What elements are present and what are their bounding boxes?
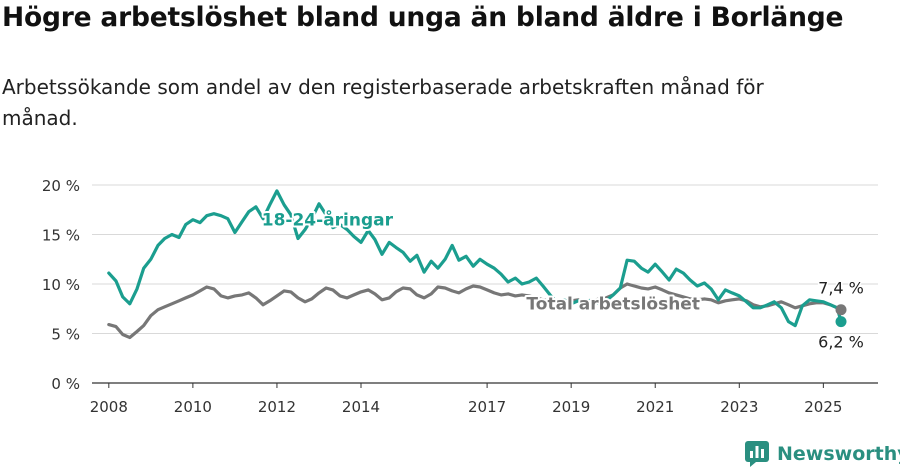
axes: 0 % 5 % 10 % 15 % 20 % 2008 2010 2012 2014 2017 20… [42, 177, 878, 416]
x-tick-label: 2025 [804, 398, 842, 416]
series-annotation: Total arbetslöshet [526, 295, 700, 315]
line-chart: 0 % 5 % 10 % 15 % 20 % 2008 2010 2012 2014 2017 20… [42, 177, 878, 416]
series-line-youth [107, 189, 843, 328]
series-line-total [107, 282, 843, 340]
x-tick-label: 2012 [258, 398, 296, 416]
newsworthy-brand[interactable]: Newsworthy [745, 441, 900, 467]
y-tick-label: 15 % [42, 227, 80, 245]
end-point-marker [835, 316, 847, 328]
series-annotation: 18-24-åringar [262, 209, 394, 231]
y-tick-label: 20 % [42, 177, 80, 195]
brand-name: Newsworthy [777, 443, 900, 465]
chart-labels: 6,2 % 7,4 % 18-24-åringar Total arbetslöshe… [260, 207, 866, 354]
x-tick-label: 2021 [636, 398, 674, 416]
y-tick-label: 10 % [42, 276, 80, 294]
bar-chart-logo-icon [745, 441, 769, 467]
end-point-marker [835, 304, 847, 316]
x-tick-label: 2010 [174, 398, 212, 416]
x-tick-label: 2019 [552, 398, 590, 416]
page-title: Högre arbetslöshet bland unga än bland ä… [2, 2, 844, 33]
x-tick-label: 2008 [90, 398, 128, 416]
y-tick-label: 5 % [51, 326, 80, 344]
x-tick-label: 2023 [720, 398, 758, 416]
end-value-label: 6,2 % [818, 333, 864, 352]
gridlines [92, 184, 878, 334]
y-tick-label: 0 % [51, 375, 80, 393]
series-lines [107, 189, 847, 340]
x-tick-label: 2014 [342, 398, 380, 416]
x-tick-label: 2017 [468, 398, 506, 416]
chart-subtitle: Arbetssökande som andel av den registerb… [2, 75, 764, 130]
end-value-label: 7,4 % [818, 279, 864, 298]
